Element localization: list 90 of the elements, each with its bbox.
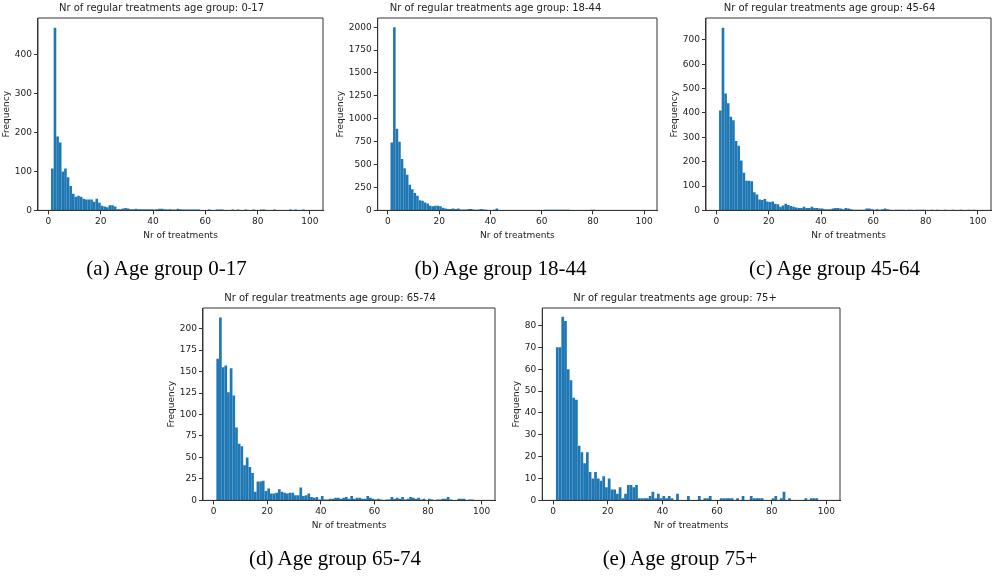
text: (c) Age group 45-64: [748, 256, 921, 281]
y-tick-label: 0: [191, 494, 198, 505]
y-tick-label: 1500: [348, 67, 372, 78]
text: (e) Age group 75+: [601, 546, 759, 571]
x-tick-label: 60: [368, 506, 381, 517]
y-tick-label: 70: [524, 341, 537, 352]
x-axis-title: Nr of treatments: [143, 229, 219, 240]
y-tick-label: 250: [354, 181, 372, 192]
chart-title: Nr of regular treatments age group: 0-17: [58, 1, 265, 13]
x-tick-label: 0: [45, 216, 52, 227]
y-tick-label: 100: [179, 408, 198, 419]
x-tick-label: 0: [385, 216, 392, 227]
x-tick-label: 60: [867, 216, 880, 227]
y-tick-label: 1750: [348, 44, 372, 55]
y-tick-label: 30: [524, 429, 537, 440]
y-tick-label: 50: [185, 451, 198, 462]
text: (b) Age group 18-44: [413, 256, 588, 281]
y-tick-label: 1000: [348, 113, 372, 124]
y-tick-label: 175: [179, 344, 197, 355]
chart-title: Nr of regular treatments age group: 65-74: [224, 291, 436, 303]
y-tick-label: 80: [524, 319, 537, 330]
x-tick-label: 20: [602, 506, 614, 517]
y-tick-label: 0: [26, 204, 33, 215]
y-axis-title: Frequency: [165, 380, 176, 428]
y-tick-label: 500: [682, 82, 701, 93]
x-tick-label: 100: [969, 216, 987, 227]
x-axis-title: Nr of treatments: [653, 519, 729, 530]
y-tick-label: 60: [524, 363, 537, 374]
x-tick-label: 100: [301, 216, 319, 227]
y-tick-label: 200: [179, 322, 198, 333]
x-axis-title: Nr of treatments: [311, 519, 387, 530]
y-tick-label: 100: [682, 180, 701, 191]
x-tick-label: 40: [815, 216, 828, 227]
x-tick-label: 40: [147, 216, 160, 227]
y-tick-label: 50: [524, 385, 537, 396]
y-axis-title: Frequency: [510, 380, 521, 428]
x-tick-label: 0: [550, 506, 557, 517]
x-tick-label: 40: [484, 216, 497, 227]
y-tick-label: 300: [14, 88, 33, 99]
x-tick-label: 40: [315, 506, 327, 517]
chart-title: Nr of regular treatments age group: 18-44: [389, 1, 602, 13]
y-tick-label: 700: [682, 34, 701, 45]
y-tick-label: 100: [14, 165, 33, 176]
x-tick-label: 20: [433, 216, 446, 227]
y-tick-label: 150: [179, 365, 198, 376]
y-tick-label: 400: [682, 107, 701, 118]
y-tick-label: 200: [682, 156, 701, 167]
x-tick-label: 80: [251, 216, 264, 227]
text: (a) Age group 0-17: [85, 256, 248, 281]
y-tick-label: 1250: [348, 90, 372, 101]
x-tick-label: 40: [656, 506, 669, 517]
x-tick-label: 20: [261, 506, 274, 517]
y-tick-label: 10: [524, 472, 537, 483]
x-tick-label: 100: [817, 506, 836, 517]
x-axis-title: Nr of treatments: [480, 229, 555, 240]
y-tick-label: 0: [530, 494, 537, 505]
x-tick-label: 100: [635, 216, 654, 227]
y-tick-label: 20: [524, 451, 537, 462]
y-tick-label: 200: [14, 127, 33, 138]
y-tick-label: 0: [365, 204, 372, 215]
y-tick-label: 40: [524, 407, 537, 418]
y-tick-label: 2000: [348, 21, 372, 32]
x-tick-label: 20: [763, 216, 775, 227]
x-tick-label: 60: [535, 216, 548, 227]
x-tick-label: 0: [713, 216, 720, 227]
y-tick-label: 75: [185, 430, 197, 441]
x-tick-label: 20: [95, 216, 107, 227]
y-tick-label: 0: [694, 204, 701, 215]
chart-title: Nr of regular treatments age group: 45-64: [723, 1, 936, 13]
y-tick-label: 750: [354, 136, 372, 147]
y-axis-title: Frequency: [668, 90, 679, 138]
y-axis-title: Frequency: [334, 90, 345, 138]
chart-title: Nr of regular treatments age group: 75+: [573, 291, 777, 303]
x-tick-label: 0: [210, 506, 217, 517]
x-tick-label: 80: [919, 216, 932, 227]
y-tick-label: 300: [682, 131, 701, 142]
x-tick-label: 100: [473, 506, 491, 517]
x-tick-label: 80: [765, 506, 778, 517]
x-axis-title: Nr of treatments: [811, 229, 887, 240]
y-tick-label: 600: [682, 58, 701, 69]
text: (d) Age group 65-74: [247, 546, 423, 571]
y-tick-label: 500: [354, 158, 372, 169]
x-tick-label: 60: [711, 506, 724, 517]
y-tick-label: 25: [185, 473, 197, 484]
x-tick-label: 80: [422, 506, 435, 517]
y-axis-title: Frequency: [0, 90, 11, 138]
y-tick-label: 400: [14, 49, 33, 60]
y-tick-label: 125: [179, 387, 197, 398]
x-tick-label: 80: [587, 216, 599, 227]
x-tick-label: 60: [199, 216, 212, 227]
